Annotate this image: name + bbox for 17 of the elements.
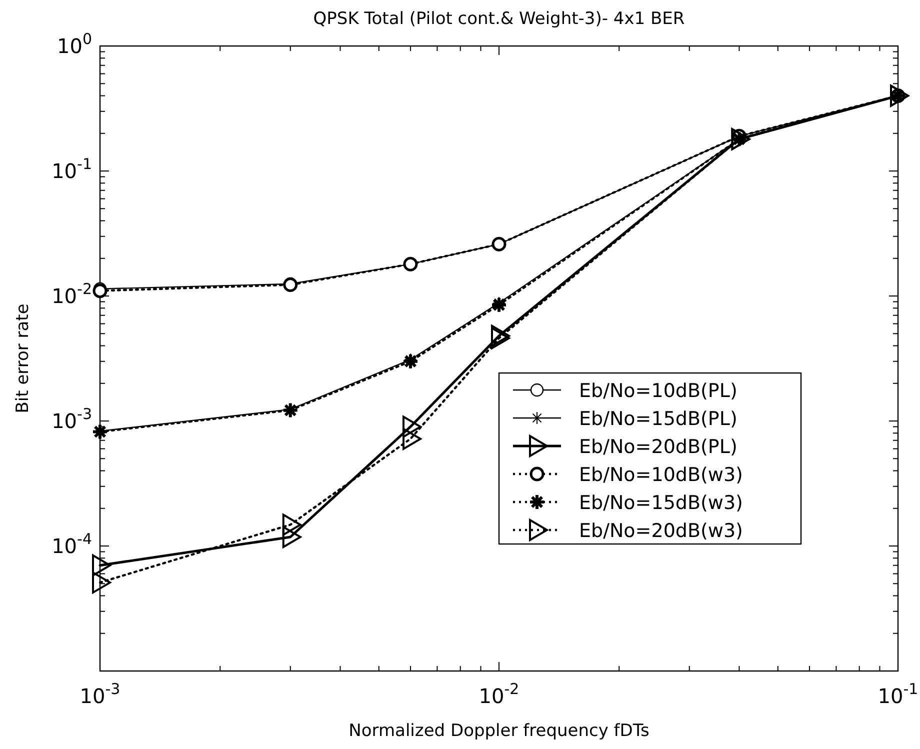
legend-label: Eb/No=15dB(PL) [579, 408, 738, 430]
y-tick-label: 10$^{-2}$ [52, 280, 92, 308]
y-tick-label: 10$^{0}$ [57, 30, 92, 58]
x-tick-label: 10$^{-1}$ [878, 680, 918, 708]
x-tick-label: 10$^{-2}$ [478, 680, 520, 708]
y-tick-label: 10$^{-1}$ [52, 155, 92, 183]
x-axis-title: Normalized Doppler frequency fDTs [348, 721, 650, 741]
y-tick-label: 10$^{-4}$ [52, 530, 92, 558]
legend-label: Eb/No=10dB(w3) [579, 464, 743, 486]
x-tick-label: 10$^{-3}$ [80, 680, 120, 708]
legend-label: Eb/No=15dB(w3) [579, 492, 743, 514]
legend-label: Eb/No=20dB(w3) [579, 520, 743, 542]
legend-label: Eb/No=10dB(PL) [579, 380, 738, 402]
y-axis-title: Bit error rate [13, 304, 33, 414]
y-tick-label: 10$^{-3}$ [52, 405, 92, 433]
chart-title: QPSK Total (Pilot cont.& Weight-3)- 4x1 BER [313, 9, 685, 29]
legend-label: Eb/No=20dB(PL) [579, 436, 738, 458]
